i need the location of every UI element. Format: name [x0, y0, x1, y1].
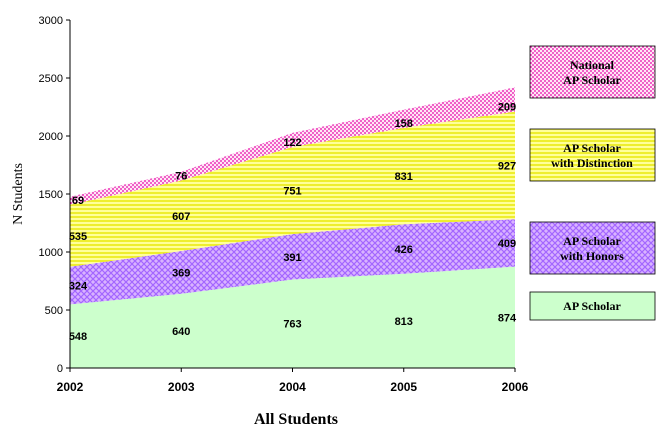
- data-label: 76: [175, 171, 187, 183]
- data-label: 548: [69, 331, 87, 343]
- legend-label-line1: AP Scholar: [563, 299, 621, 313]
- y-axis-title: N Students: [11, 163, 26, 225]
- data-label: 813: [395, 316, 413, 328]
- legend-swatch: [529, 291, 656, 321]
- y-tick-label: 500: [45, 305, 63, 317]
- x-tick-label: 2005: [390, 380, 417, 394]
- area-ap-scholar-with-honors: [70, 219, 515, 305]
- data-label: 535: [69, 231, 87, 243]
- legend-label-line1: AP Scholar: [563, 234, 621, 248]
- x-tick-label: 2003: [168, 380, 195, 394]
- data-label: 831: [395, 171, 413, 183]
- data-label: 69: [72, 195, 84, 207]
- y-tick-label: 2000: [39, 131, 63, 143]
- x-axis: 2002 2003 2004 2005 2006: [57, 367, 529, 394]
- y-axis: 0 500 1000 1500 2000 2500 3000: [39, 15, 71, 375]
- y-tick-label: 3000: [39, 15, 63, 27]
- legend-label-line1: AP Scholar: [563, 141, 621, 155]
- legend-swatch: [529, 45, 656, 99]
- data-label: 874: [498, 312, 517, 324]
- area-ap-scholar: [70, 266, 515, 368]
- legend-label-line1: National: [570, 58, 615, 72]
- x-tick-label: 2006: [502, 380, 529, 394]
- data-label: 391: [283, 252, 301, 264]
- area-national-ap-scholar: [70, 87, 515, 205]
- area-ap-scholar-with-distinction: [70, 111, 515, 267]
- data-label: 209: [498, 102, 516, 114]
- data-label: 607: [172, 211, 190, 223]
- data-label: 369: [172, 267, 190, 279]
- data-label: 763: [283, 319, 301, 331]
- legend-item: AP Scholar: [529, 291, 656, 321]
- x-tick-label: 2004: [279, 380, 306, 394]
- chart-caption: All Students: [254, 411, 338, 428]
- data-label: 426: [395, 244, 413, 256]
- y-tick-label: 2500: [39, 73, 63, 85]
- data-label: 409: [498, 238, 516, 250]
- data-label: 324: [69, 281, 88, 293]
- data-label: 158: [395, 118, 413, 130]
- y-tick-label: 1500: [39, 189, 63, 201]
- legend-label-line2: with Distinction: [551, 156, 633, 170]
- data-label: 927: [498, 160, 516, 172]
- y-tick-label: 0: [57, 363, 63, 375]
- legend-swatch: [529, 128, 656, 182]
- data-label: 122: [283, 137, 301, 149]
- data-label: 640: [172, 326, 190, 338]
- legend-label-line2: AP Scholar: [563, 73, 621, 87]
- area-layers: [70, 87, 515, 368]
- data-labels: 548 640 763 813 874 324 369 391 426 409 535 607 751 8…: [69, 102, 517, 344]
- y-tick-label: 1000: [39, 247, 63, 259]
- data-label: 751: [283, 186, 301, 198]
- legend-label-line2: with Honors: [560, 249, 624, 263]
- x-tick-label: 2002: [57, 380, 84, 394]
- legend-swatch: [529, 221, 656, 275]
